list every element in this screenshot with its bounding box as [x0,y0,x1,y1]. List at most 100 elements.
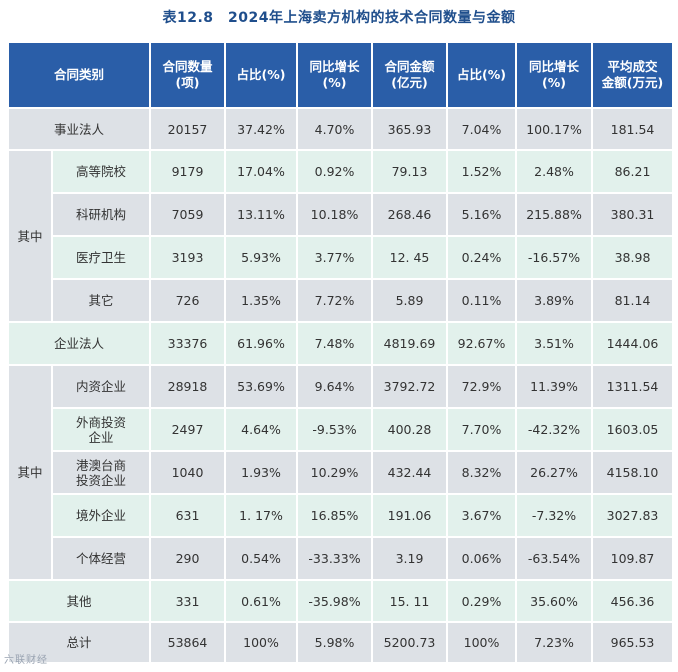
cell: 0.06% [446,536,518,581]
cell: 13.11% [224,192,299,237]
cell: 1. 17% [224,493,299,538]
cell: -33.33% [296,536,374,581]
row-label: 企业法人 [6,321,152,366]
cell: 0.24% [446,235,518,280]
cell: 400.28 [371,407,449,452]
cell: 10.29% [296,450,374,495]
cell: 1040 [149,450,227,495]
cell: 5.98% [296,621,374,664]
cell: 1603.05 [591,407,675,452]
cell: 380.31 [591,192,675,237]
cell: 0.29% [446,579,518,623]
cell: 86.21 [591,149,675,194]
cell: 16.85% [296,493,374,538]
cell: 3792.72 [371,364,449,409]
header-category: 合同类别 [6,41,152,109]
cell: -9.53% [296,407,374,452]
cell: 456.36 [591,579,675,623]
cell: 4819.69 [371,321,449,366]
cell: 11.39% [515,364,594,409]
table-row: 外商投资 企业 2497 4.64% -9.53% 400.28 7.70% -… [8,407,675,452]
row-label: 外商投资 企业 [50,407,152,452]
cell: 3.89% [515,278,594,323]
table-row: 科研机构 7059 13.11% 10.18% 268.46 5.16% 215… [8,192,675,237]
row-label: 港澳台商 投资企业 [50,450,152,495]
table-row: 个体经营 290 0.54% -33.33% 3.19 0.06% -63.54… [8,536,675,581]
cell: 1444.06 [591,321,675,366]
row-label: 个体经营 [50,536,152,581]
row-label: 医疗卫生 [50,235,152,280]
cell: 28918 [149,364,227,409]
cell: 53864 [149,621,227,664]
cell: -7.32% [515,493,594,538]
cell: 290 [149,536,227,581]
row-label: 事业法人 [6,107,152,151]
cell: 15. 11 [371,579,449,623]
cell: 92.67% [446,321,518,366]
cell: 2.48% [515,149,594,194]
contract-table: 合同类别 合同数量 (项) 占比(%) 同比增长 (%) 合同金额 (亿元) 占… [6,41,675,664]
cell: 0.11% [446,278,518,323]
cell: 9.64% [296,364,374,409]
cell: -16.57% [515,235,594,280]
cell: 100% [224,621,299,664]
header-row: 合同类别 合同数量 (项) 占比(%) 同比增长 (%) 合同金额 (亿元) 占… [6,41,675,109]
cell: 0.92% [296,149,374,194]
cell: 5200.73 [371,621,449,664]
cell: 215.88% [515,192,594,237]
table-row: 总计 53864 100% 5.98% 5200.73 100% 7.23% 9… [6,621,675,664]
cell: 61.96% [224,321,299,366]
cell: 4.64% [224,407,299,452]
cell: 191.06 [371,493,449,538]
header-amount-growth: 同比增长 (%) [515,41,594,109]
cell: 7.72% [296,278,374,323]
watermark: 六联财经 [4,655,48,666]
row-label: 其他 [6,579,152,623]
header-avg-amount: 平均成交 金额(万元) [591,41,675,109]
cell: 7.23% [515,621,594,664]
cell: 3.67% [446,493,518,538]
cell: 12. 45 [371,235,449,280]
cell: 3193 [149,235,227,280]
cell: 4.70% [296,107,374,151]
cell: 2497 [149,407,227,452]
cell: 1.35% [224,278,299,323]
row-label: 高等院校 [50,149,152,194]
cell: 53.69% [224,364,299,409]
cell: 7.04% [446,107,518,151]
cell: 1.52% [446,149,518,194]
cell: 109.87 [591,536,675,581]
cell: 7.48% [296,321,374,366]
table-row: 事业法人 20157 37.42% 4.70% 365.93 7.04% 100… [6,107,675,151]
cell: 965.53 [591,621,675,664]
cell: 1311.54 [591,364,675,409]
cell: 17.04% [224,149,299,194]
cell: 5.89 [371,278,449,323]
cell: 631 [149,493,227,538]
table-row: 企业法人 33376 61.96% 7.48% 4819.69 92.67% 3… [6,321,675,366]
cell: 0.61% [224,579,299,623]
cell: 100.17% [515,107,594,151]
cell: 4158.10 [591,450,675,495]
cell: 9179 [149,149,227,194]
cell: -42.32% [515,407,594,452]
cell: -35.98% [296,579,374,623]
cell: 35.60% [515,579,594,623]
cell: 5.16% [446,192,518,237]
cell: 81.14 [591,278,675,323]
row-label: 境外企业 [50,493,152,538]
cell: 0.54% [224,536,299,581]
row-label: 其它 [50,278,152,323]
cell: 5.93% [224,235,299,280]
table-row: 境外企业 631 1. 17% 16.85% 191.06 3.67% -7.3… [8,493,675,538]
cell: 726 [149,278,227,323]
cell: 3.19 [371,536,449,581]
cell: -63.54% [515,536,594,581]
cell: 3.51% [515,321,594,366]
table-row: 其他 331 0.61% -35.98% 15. 11 0.29% 35.60%… [6,579,675,623]
cell: 8.32% [446,450,518,495]
cell: 7.70% [446,407,518,452]
row-label: 内资企业 [50,364,152,409]
table-row: 港澳台商 投资企业 1040 1.93% 10.29% 432.44 8.32%… [8,450,675,495]
cell: 33376 [149,321,227,366]
